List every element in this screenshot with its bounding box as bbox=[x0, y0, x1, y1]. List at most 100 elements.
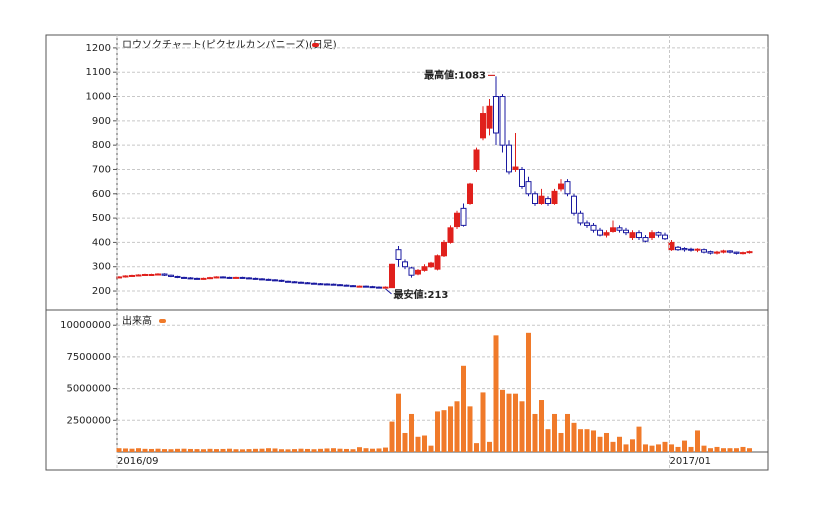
candle-body bbox=[538, 195, 545, 205]
bar bbox=[708, 448, 713, 452]
bar bbox=[162, 449, 167, 452]
candle-body bbox=[499, 96, 506, 146]
bar bbox=[565, 413, 570, 452]
candle-body bbox=[220, 276, 226, 279]
bar bbox=[519, 401, 525, 452]
bar bbox=[578, 429, 583, 452]
candle-body bbox=[382, 286, 389, 289]
bar bbox=[201, 449, 206, 452]
y-tick-label: 700 bbox=[92, 164, 111, 175]
bar bbox=[272, 448, 278, 452]
candle-body bbox=[213, 276, 220, 279]
candle-body bbox=[161, 273, 168, 276]
bar bbox=[279, 449, 284, 452]
candle-body bbox=[441, 241, 447, 257]
bar bbox=[617, 436, 622, 452]
bar bbox=[643, 444, 648, 452]
bar bbox=[740, 446, 746, 452]
bar bbox=[168, 449, 174, 452]
bar bbox=[435, 411, 440, 452]
bar bbox=[480, 392, 486, 452]
bar bbox=[149, 448, 154, 452]
candle-body bbox=[694, 248, 701, 251]
candle-body bbox=[720, 250, 727, 253]
x-tick-label: 2017/01 bbox=[670, 456, 712, 467]
candle-body bbox=[525, 181, 532, 195]
y-tick-label: 200 bbox=[92, 286, 111, 297]
candle-body bbox=[200, 277, 207, 280]
bar bbox=[552, 413, 557, 452]
bar bbox=[220, 448, 226, 452]
bar bbox=[305, 448, 310, 452]
bar bbox=[370, 448, 375, 452]
bar bbox=[623, 444, 629, 452]
y-tick-label: 7500000 bbox=[66, 352, 111, 363]
bar bbox=[558, 432, 564, 452]
candle-body bbox=[311, 282, 317, 285]
candle-body bbox=[467, 183, 473, 205]
candle-body bbox=[551, 190, 558, 205]
bar bbox=[734, 448, 739, 452]
candle-body bbox=[122, 275, 129, 278]
bar bbox=[630, 439, 635, 452]
candle-body bbox=[701, 249, 707, 253]
bar bbox=[591, 430, 596, 452]
bar bbox=[337, 448, 343, 452]
candle-body bbox=[610, 227, 616, 232]
candle-body bbox=[571, 195, 577, 214]
y-tick-label: 400 bbox=[92, 237, 111, 248]
candle-body bbox=[428, 262, 434, 268]
bar bbox=[714, 446, 720, 452]
candle-body bbox=[746, 251, 753, 254]
bar bbox=[389, 421, 395, 452]
annotation: 最高値:1083 bbox=[424, 68, 486, 81]
y-tick-label: 1000 bbox=[86, 92, 111, 103]
y-tick-label: 1200 bbox=[86, 43, 111, 54]
candle-body bbox=[330, 283, 337, 286]
candle-body bbox=[688, 248, 694, 251]
legend-marker bbox=[312, 43, 319, 47]
candle-body bbox=[681, 247, 688, 251]
candle-body bbox=[519, 168, 525, 187]
bar bbox=[526, 332, 531, 452]
bar bbox=[227, 448, 232, 452]
bar bbox=[701, 445, 707, 452]
candle-body bbox=[493, 96, 499, 134]
y-tick-label: 900 bbox=[92, 116, 111, 127]
candle-body bbox=[512, 166, 519, 170]
bar bbox=[350, 449, 356, 452]
candle-body bbox=[278, 279, 285, 282]
bar bbox=[682, 440, 687, 452]
annotation: 最安値:213 bbox=[394, 288, 449, 301]
bar bbox=[383, 447, 388, 452]
bar bbox=[669, 444, 674, 452]
y-tick-label: 10000000 bbox=[60, 320, 111, 331]
candle-body bbox=[675, 246, 681, 251]
legend-marker bbox=[159, 319, 166, 323]
candle-body bbox=[265, 278, 272, 281]
candle-body bbox=[259, 278, 265, 281]
candle-body bbox=[480, 113, 486, 139]
candle-body bbox=[506, 144, 512, 173]
bar bbox=[181, 448, 187, 452]
bar bbox=[441, 410, 447, 452]
candle-body bbox=[389, 263, 395, 289]
bar bbox=[142, 448, 148, 452]
candle-body bbox=[473, 149, 480, 170]
bar bbox=[116, 448, 122, 452]
candle-body bbox=[727, 250, 733, 253]
bar bbox=[571, 422, 577, 452]
bar bbox=[428, 445, 434, 452]
candle-body bbox=[584, 222, 590, 226]
bar bbox=[597, 436, 603, 452]
bar bbox=[662, 441, 668, 452]
bar bbox=[461, 365, 466, 452]
candle-body bbox=[174, 275, 181, 278]
volume-title: 出来高 bbox=[122, 314, 152, 327]
bar bbox=[136, 448, 141, 452]
candle-body bbox=[408, 267, 415, 276]
candle-body bbox=[363, 285, 369, 288]
candle-body bbox=[655, 232, 662, 236]
bar bbox=[324, 448, 330, 452]
